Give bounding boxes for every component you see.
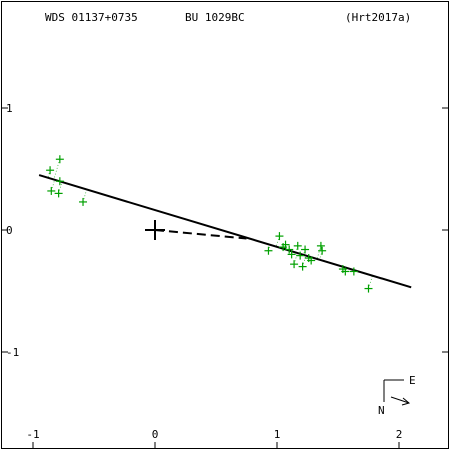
observation-marker <box>287 250 296 259</box>
observation-marker <box>307 256 316 265</box>
x-tick-label: 2 <box>396 428 403 441</box>
observation-marker <box>264 246 273 255</box>
observation-marker <box>47 186 56 195</box>
y-tick-label: -1 <box>6 346 19 359</box>
residual-line <box>302 255 307 267</box>
compass: E N <box>378 374 416 417</box>
observation-marker <box>55 177 64 186</box>
observation-marker <box>341 267 350 276</box>
node-line <box>154 229 247 240</box>
y-tick-label: 0 <box>6 224 13 237</box>
residual-line <box>82 189 88 203</box>
observation-marker <box>349 267 358 276</box>
observation-marker <box>275 232 284 241</box>
header-discoverer: BU 1029BC <box>185 11 245 24</box>
axes: -1 0 1 2 1 0 -1 <box>2 102 448 448</box>
header-reference: (Hrt2017a) <box>345 11 411 24</box>
x-tick-label: -1 <box>26 428 39 441</box>
observation-marker <box>55 155 64 164</box>
observation-markers <box>46 155 373 293</box>
observation-marker <box>301 245 310 254</box>
observation-marker <box>293 241 302 250</box>
residual-line <box>316 245 322 260</box>
observation-marker <box>364 284 373 293</box>
observation-marker <box>290 260 299 269</box>
x-tick-label: 1 <box>274 428 281 441</box>
residual-line <box>275 236 280 247</box>
compass-east-label: E <box>409 374 416 387</box>
motion-arrow-shaft <box>390 396 410 404</box>
y-tick-label: 1 <box>6 102 13 115</box>
observation-marker <box>54 189 63 198</box>
residual-line <box>293 252 298 265</box>
orbit-line <box>38 174 412 289</box>
residual-line <box>268 244 271 251</box>
residual-line <box>368 275 373 289</box>
orbit-layer <box>38 174 412 289</box>
residual-line <box>58 181 63 194</box>
observation-marker <box>296 251 305 260</box>
observation-marker <box>79 197 88 206</box>
residual-line <box>295 245 299 253</box>
observation-marker <box>318 246 327 255</box>
x-tick-label: 0 <box>152 428 159 441</box>
observation-marker <box>281 240 290 249</box>
observation-marker <box>285 245 294 254</box>
residual-line <box>53 159 61 180</box>
residual-line <box>47 170 51 178</box>
motion-arrow-head <box>401 397 411 406</box>
observation-marker <box>316 241 325 250</box>
observation-marker <box>298 262 307 271</box>
compass-north-label: N <box>378 404 385 417</box>
residual-line <box>51 179 55 192</box>
observation-marker <box>46 166 55 175</box>
header-wds-id: WDS 01137+0735 <box>45 11 138 24</box>
